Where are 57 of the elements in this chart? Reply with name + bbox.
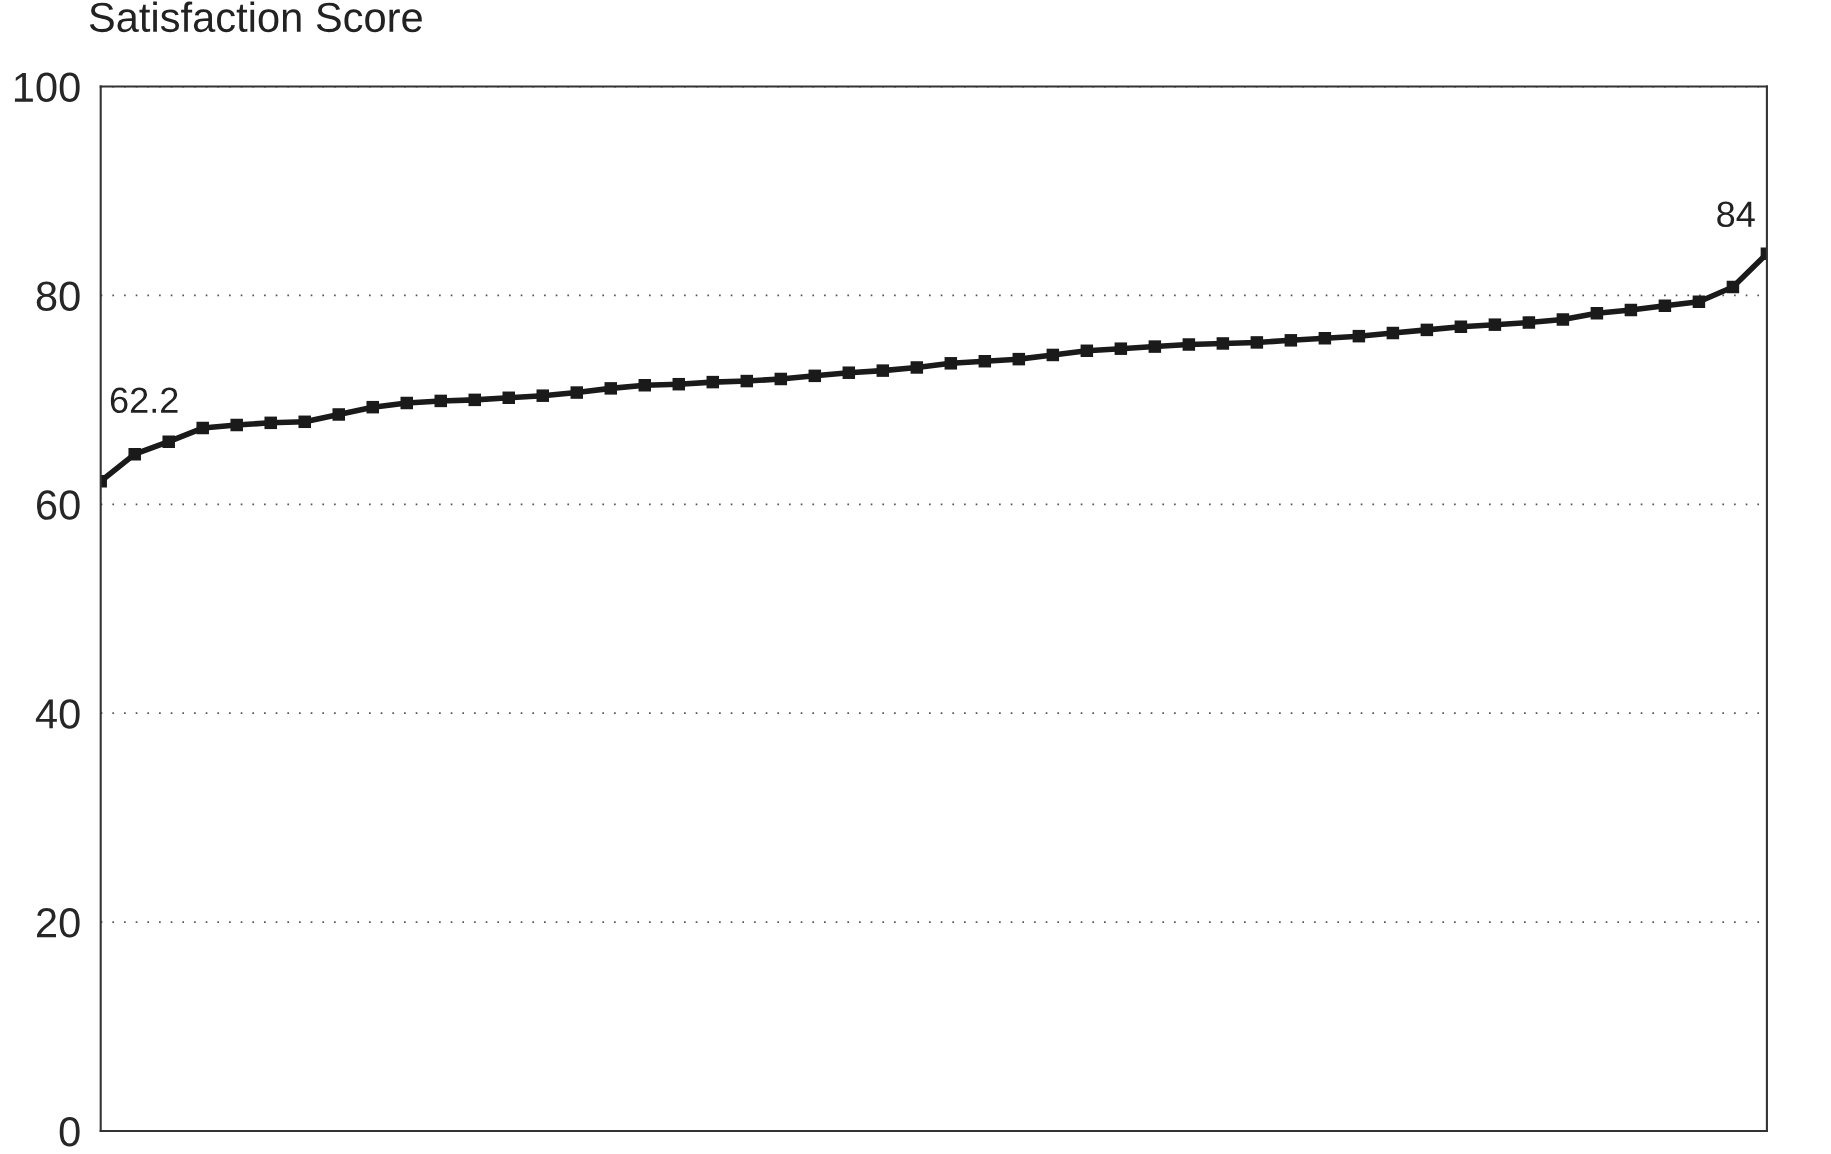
point xyxy=(604,382,618,395)
point xyxy=(1148,340,1162,353)
point xyxy=(1522,316,1536,329)
point xyxy=(400,396,413,410)
point xyxy=(1284,334,1298,347)
point xyxy=(128,447,141,461)
point xyxy=(910,361,924,374)
point xyxy=(1658,299,1672,313)
point xyxy=(536,389,550,402)
point xyxy=(740,374,754,388)
y-tick-label: 80 xyxy=(36,281,80,311)
point xyxy=(978,354,992,368)
point xyxy=(1080,344,1094,358)
point xyxy=(434,394,447,408)
point xyxy=(1454,320,1468,334)
y-axis-title: Satisfaction Score xyxy=(89,1,422,33)
point xyxy=(1352,329,1366,343)
point xyxy=(1114,342,1128,355)
point xyxy=(230,418,243,432)
point xyxy=(264,416,277,430)
y-tick-label: 100 xyxy=(14,72,80,103)
point xyxy=(774,372,788,386)
point xyxy=(1488,318,1502,331)
point xyxy=(842,366,856,379)
point xyxy=(706,375,720,389)
point xyxy=(1318,331,1332,345)
point xyxy=(1386,326,1400,340)
point xyxy=(1692,295,1706,308)
y-tick-label: 0 xyxy=(59,1116,80,1147)
point xyxy=(1420,323,1434,337)
point xyxy=(1046,348,1060,362)
point xyxy=(1590,306,1604,320)
point xyxy=(1216,337,1230,350)
point xyxy=(502,391,516,405)
point xyxy=(1250,336,1264,349)
point xyxy=(672,377,686,391)
point xyxy=(1182,338,1196,351)
y-tick-label: 20 xyxy=(37,908,80,938)
point xyxy=(944,357,958,370)
point xyxy=(196,421,209,435)
point xyxy=(468,393,481,407)
data-label: 84 xyxy=(1717,201,1755,228)
y-tick-label: 60 xyxy=(37,490,80,520)
point xyxy=(1726,280,1740,294)
point xyxy=(366,400,379,414)
point xyxy=(1556,313,1570,326)
point xyxy=(162,435,175,448)
point xyxy=(1012,352,1026,366)
point xyxy=(332,408,345,421)
point xyxy=(298,415,311,429)
data-label: 62.2 xyxy=(110,387,178,414)
point xyxy=(570,386,584,399)
y-tick-label: 40 xyxy=(35,699,80,729)
point xyxy=(638,378,652,392)
point xyxy=(1624,303,1638,317)
point xyxy=(808,369,822,383)
point xyxy=(876,364,890,377)
